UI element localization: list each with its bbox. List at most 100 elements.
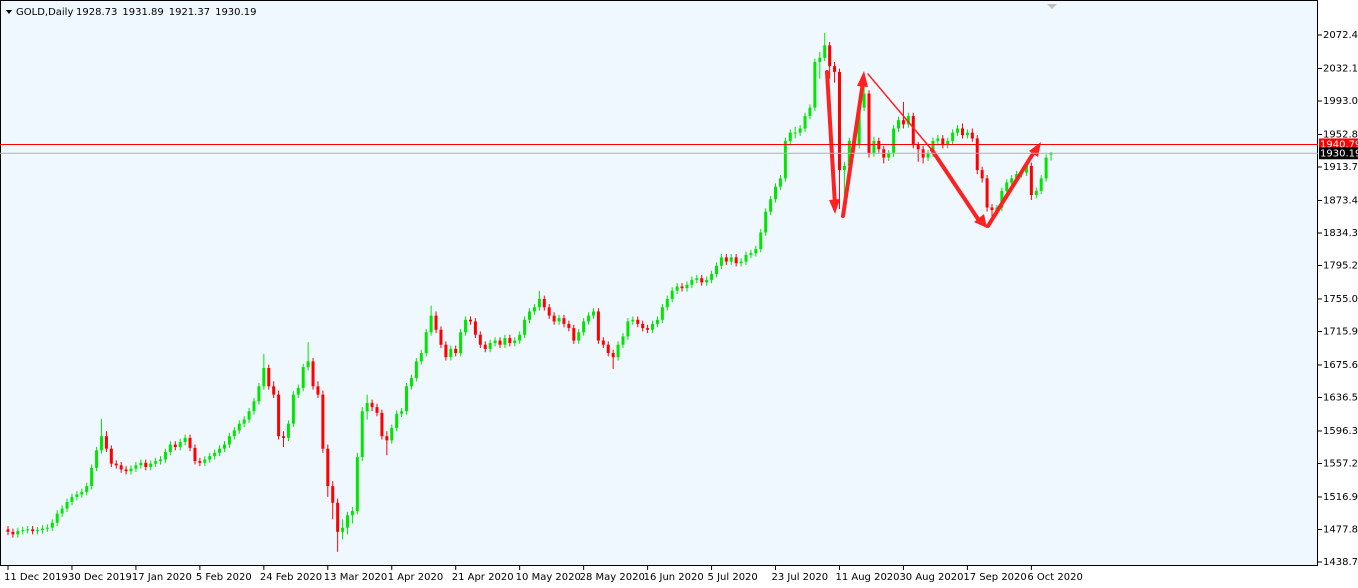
candle-body [282, 436, 286, 438]
candle-body [449, 348, 453, 358]
candle-body [680, 286, 684, 289]
candle-body [951, 132, 955, 141]
candle-body [941, 138, 945, 146]
candle-body [429, 315, 433, 333]
candle-body [341, 527, 345, 532]
candle-body [355, 456, 359, 512]
candle-body [375, 407, 379, 413]
candle-body [1010, 178, 1014, 183]
candle-body [124, 469, 128, 472]
candle-body [788, 132, 792, 141]
candle-body [75, 494, 79, 497]
candle-body [528, 311, 532, 320]
candle-body [154, 461, 158, 464]
candle-body [277, 394, 281, 437]
y-tick-label: 1913.70 [1323, 162, 1358, 173]
header-values: 1928.73 1931.89 1921.37 1930.19 [76, 7, 256, 18]
candle-body [45, 527, 49, 529]
plot-background [0, 0, 1318, 566]
candle-body [1039, 178, 1043, 191]
candle-body [1044, 157, 1048, 179]
arrowhead [829, 199, 840, 214]
x-tick-label: 5 Jul 2020 [708, 572, 758, 583]
candle-body [970, 132, 974, 139]
y-tick-label: 2032.15 [1323, 63, 1358, 74]
candle-body [468, 319, 472, 322]
candle-body [419, 353, 423, 362]
candle-body [567, 323, 571, 329]
candle-body [542, 298, 546, 308]
candle-body [345, 515, 349, 528]
candle-body [936, 138, 940, 141]
candle-body [208, 456, 212, 460]
candle-body [50, 522, 54, 528]
candle-body [414, 361, 418, 378]
annotation-arrow [930, 148, 982, 224]
candle-body [601, 340, 605, 345]
candle-body [65, 501, 69, 509]
candle-body [695, 278, 699, 280]
candle-body [1000, 190, 1004, 208]
candle-body [557, 318, 561, 322]
candle-body [562, 318, 566, 324]
candle-body [719, 257, 723, 266]
candle-body [95, 450, 99, 468]
candle-body [1049, 153, 1053, 155]
y-tick-label: 1834.35 [1323, 228, 1358, 239]
candle-body [636, 319, 640, 324]
candle-body [675, 286, 679, 291]
candle-body [960, 128, 964, 136]
candle-body [867, 93, 871, 154]
y-tick-label: 1516.95 [1323, 492, 1358, 503]
candle-body [946, 140, 950, 146]
candle-body [1034, 190, 1038, 196]
candle-body [257, 386, 261, 402]
candle-body [518, 334, 522, 341]
y-tick-label: 1636.55 [1323, 392, 1358, 403]
candle-body [193, 447, 197, 462]
candle-body [286, 423, 290, 438]
candle-body [296, 387, 300, 395]
candle-body [532, 307, 536, 312]
candle-body [577, 332, 581, 341]
candle-body [754, 249, 758, 254]
candle-body [778, 178, 782, 187]
x-tick-label: 24 Feb 2020 [260, 572, 322, 583]
candle-body [744, 254, 748, 262]
candle-body [655, 319, 659, 324]
candle-body [587, 315, 591, 322]
candle-body [965, 132, 969, 136]
candle-body [985, 178, 989, 208]
annotation-arrow [841, 80, 865, 218]
y-tick-label: 1438.75 [1323, 557, 1358, 568]
y-tick-label: 1596.30 [1323, 426, 1358, 437]
candle-body [508, 338, 512, 344]
candle-body [872, 140, 876, 154]
candle-body [537, 298, 541, 308]
price-label-box [1319, 147, 1358, 160]
annotations [825, 70, 1041, 228]
candle-body [26, 529, 30, 531]
x-tick-label: 21 Apr 2020 [452, 572, 514, 583]
y-tick-label: 1675.65 [1323, 360, 1358, 371]
candle-body [833, 66, 837, 72]
candle-body [759, 232, 763, 250]
header-toggle[interactable] [6, 10, 12, 14]
candle-body [424, 332, 428, 354]
candle-body [252, 401, 256, 412]
candle-body [892, 128, 896, 154]
y-tick-label: 2072.40 [1323, 30, 1358, 41]
candle-body [301, 367, 305, 388]
y-tick-label: 1993.05 [1323, 96, 1358, 107]
candle-body [857, 107, 861, 146]
candle-body [365, 402, 369, 412]
candle-body [168, 444, 172, 453]
candle-body [621, 336, 625, 345]
candle-body [842, 165, 846, 171]
candle-body [395, 413, 399, 428]
x-tick-label: 10 May 2020 [516, 572, 581, 583]
candle-body [316, 386, 320, 395]
candle-body [690, 279, 694, 285]
